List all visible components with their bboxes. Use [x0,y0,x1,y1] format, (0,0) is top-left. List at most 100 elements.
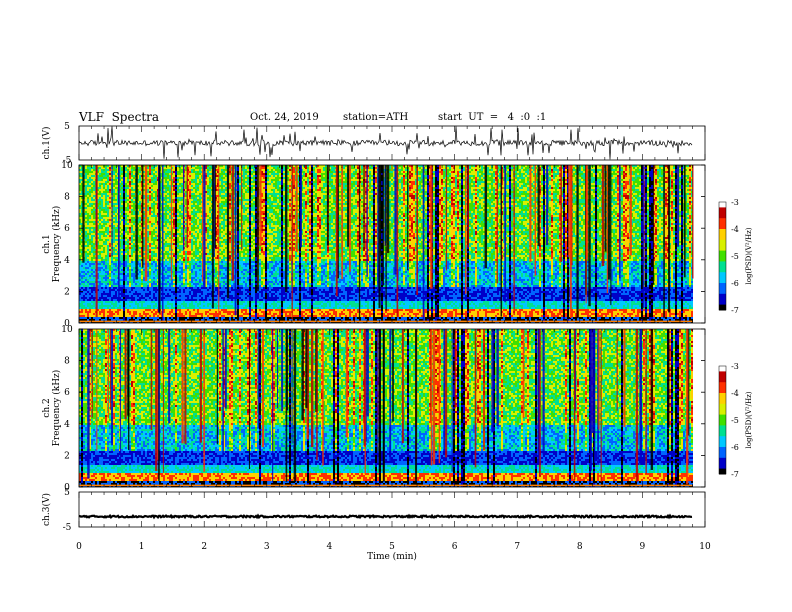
spectrogram-cell [115,263,117,265]
spectrogram-cell [165,313,167,315]
spectrogram-cell [133,225,135,227]
spectrogram-cell [127,311,129,313]
spectrogram-cell [147,167,149,169]
spectrogram-cell [117,305,119,307]
spectrogram-cell [143,301,145,303]
spectrogram-cell [129,183,131,185]
spectrogram-cell [149,295,151,297]
spectrogram-cell [109,289,111,291]
spectrogram-cell [149,213,151,215]
spectrogram-cell [139,281,141,283]
spectrogram-cell [91,217,93,219]
spectrogram-cell [125,231,127,233]
spectrogram-cell [169,305,171,307]
spectrogram-cell [87,171,89,173]
spectrogram-cell [167,229,169,231]
spectrogram-cell [129,259,131,261]
spectrogram-cell [151,263,153,265]
spectrogram-cell [149,205,151,207]
spectrogram-cell [87,211,89,213]
spectrogram-cell [133,181,135,183]
spectrogram-cell [105,225,107,227]
spectrogram-cell [149,227,151,229]
spectrogram-cell [109,193,111,195]
spectrogram-cell [99,173,101,175]
spectrogram-cell [115,209,117,211]
spectrogram-cell [115,195,117,197]
spectrogram-cell [169,245,171,247]
spectrogram-cell [91,233,93,235]
spectrogram-cell [155,229,157,231]
spectrogram-cell [81,315,83,317]
spectrogram-cell [85,253,87,255]
spectrogram-cell [155,301,157,303]
spectrogram-cell [121,213,123,215]
spectrogram-cell [107,215,109,217]
spectrogram-cell [89,315,91,317]
spectrogram-cell [165,283,167,285]
spectrogram-cell [133,295,135,297]
spectrogram-cell [149,209,151,211]
spectrogram-cell [121,305,123,307]
spectrogram-cell [165,217,167,219]
spectrogram-cell [131,241,133,243]
spectrogram-cell [85,231,87,233]
spectrogram-cell [89,269,91,271]
spectrogram-cell [105,315,107,317]
spectrogram-cell [105,293,107,295]
spectrogram-cell [145,309,147,311]
spectrogram-cell [123,279,125,281]
spectrogram-cell [169,309,171,311]
spectrogram-cell [127,275,129,277]
spectrogram-cell [111,257,113,259]
spectrogram-cell [125,309,127,311]
spectrogram-cell [127,167,129,169]
spectrogram-cell [155,181,157,183]
spectrogram-cell [153,215,155,217]
spectrogram-cell [165,229,167,231]
spectrogram-cell [93,221,95,223]
spectrogram-cell [153,281,155,283]
spectrogram-cell [99,227,101,229]
spectrogram-cell [133,175,135,177]
spectrogram-cell [143,307,145,309]
spectrogram-cell [83,305,85,307]
spectrogram-cell [115,259,117,261]
spectrogram-cell [123,271,125,273]
spectrogram-cell [129,231,131,233]
spectrogram-cell [113,199,115,201]
spectrogram-cell [155,189,157,191]
spectrogram-cell [167,197,169,199]
spectrogram-cell [109,185,111,187]
spectrogram-cell [105,237,107,239]
spectrogram-cell [85,195,87,197]
spectrogram-cell [109,195,111,197]
spectrogram-cell [131,199,133,201]
spectrogram-cell [123,251,125,253]
spectrogram-cell [169,267,171,269]
spectrogram-cell [87,225,89,227]
spectrogram-cell [81,273,83,275]
spectrogram-cell [121,173,123,175]
spectrogram-cell [111,285,113,287]
spectrogram-cell [125,317,127,319]
spectrogram-cell [103,297,105,299]
spectrogram-cell [169,223,171,225]
spectrogram-cell [103,259,105,261]
spectrogram-cell [151,295,153,297]
spectrogram-cell [103,291,105,293]
spectrogram-cell [149,291,151,293]
spectrogram-cell [109,171,111,173]
spectrogram-cell [87,269,89,271]
spectrogram-cell [133,207,135,209]
spectrogram-cell [131,309,133,311]
spectrogram-cell [127,237,129,239]
spectrogram-cell [89,241,91,243]
spectrogram-cell [165,203,167,205]
spectrogram-cell [115,267,117,269]
spectrogram-cell [155,203,157,205]
spectrogram-cell [91,193,93,195]
spectrogram-cell [169,251,171,253]
spectrogram-cell [109,277,111,279]
spectrogram-cell [125,243,127,245]
